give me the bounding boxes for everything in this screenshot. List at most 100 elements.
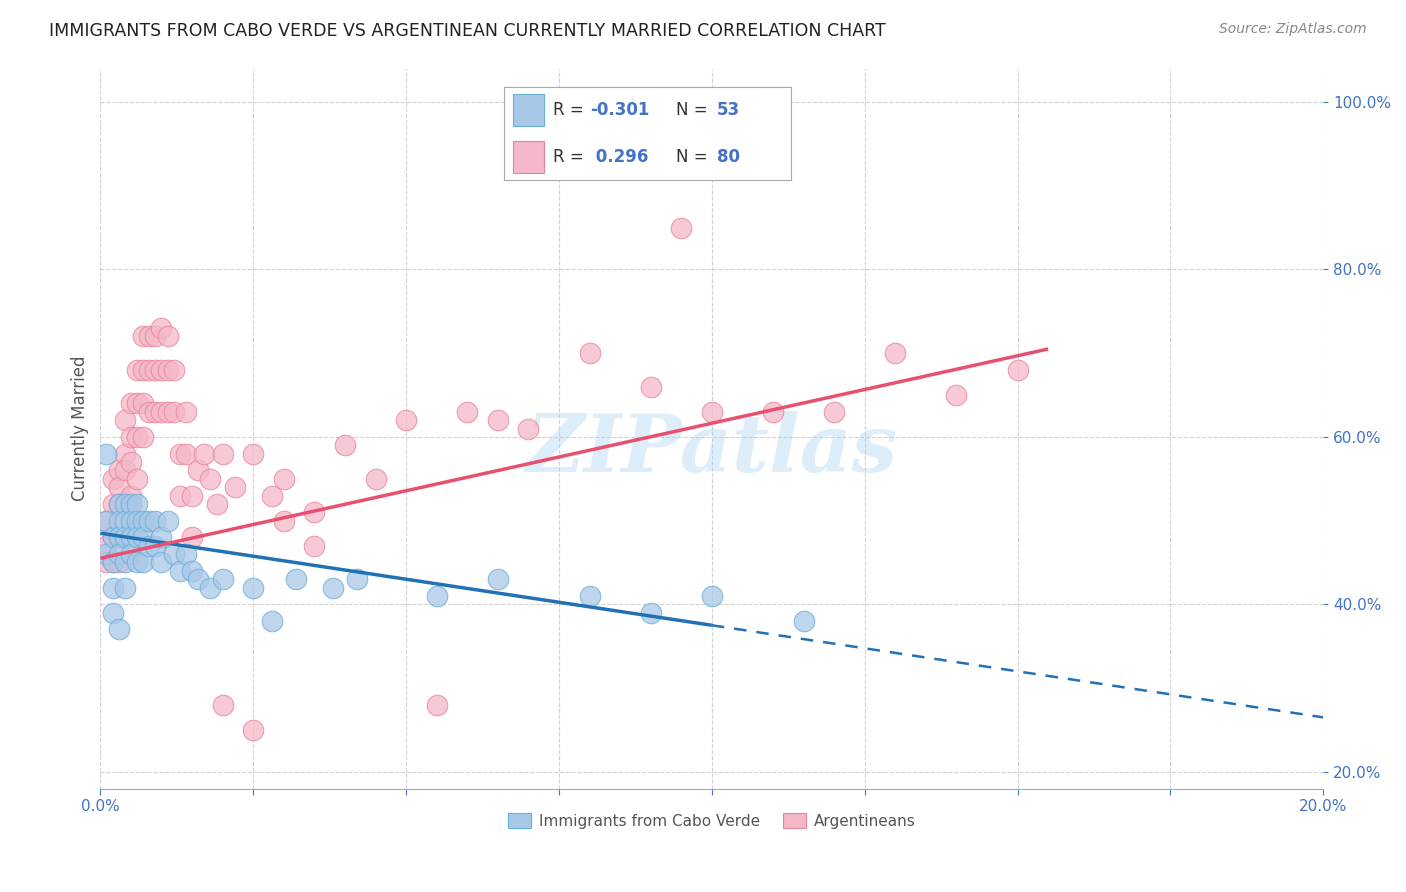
Point <box>96 547 118 561</box>
Point <box>242 447 264 461</box>
Point <box>114 463 136 477</box>
Point <box>163 405 186 419</box>
Point <box>260 614 283 628</box>
Point <box>181 564 204 578</box>
Point <box>273 472 295 486</box>
Point <box>132 556 155 570</box>
Point <box>156 405 179 419</box>
Point <box>578 589 600 603</box>
Point <box>101 472 124 486</box>
Point <box>193 447 215 461</box>
Point <box>150 556 173 570</box>
Point <box>132 363 155 377</box>
Point <box>364 472 387 486</box>
Point <box>125 530 148 544</box>
Point <box>700 405 723 419</box>
Point <box>395 413 418 427</box>
Point <box>96 556 118 570</box>
Point <box>120 430 142 444</box>
Point <box>169 447 191 461</box>
Point <box>181 488 204 502</box>
Point <box>101 497 124 511</box>
Point <box>125 556 148 570</box>
Point <box>145 329 167 343</box>
Point <box>138 539 160 553</box>
Point <box>120 530 142 544</box>
Point <box>145 405 167 419</box>
Text: IMMIGRANTS FROM CABO VERDE VS ARGENTINEAN CURRENTLY MARRIED CORRELATION CHART: IMMIGRANTS FROM CABO VERDE VS ARGENTINEA… <box>49 22 886 40</box>
Point <box>114 581 136 595</box>
Point <box>107 463 129 477</box>
Point <box>125 514 148 528</box>
Point <box>150 405 173 419</box>
Point <box>145 363 167 377</box>
Point <box>132 530 155 544</box>
Point <box>120 396 142 410</box>
Point <box>163 363 186 377</box>
Point <box>138 363 160 377</box>
Point <box>96 514 118 528</box>
Point <box>793 614 815 628</box>
Point <box>107 514 129 528</box>
Point <box>762 405 785 419</box>
Legend: Immigrants from Cabo Verde, Argentineans: Immigrants from Cabo Verde, Argentineans <box>502 806 921 835</box>
Point <box>125 472 148 486</box>
Point <box>120 455 142 469</box>
Point <box>456 405 478 419</box>
Point <box>101 606 124 620</box>
Point <box>125 363 148 377</box>
Point <box>640 379 662 393</box>
Point <box>671 220 693 235</box>
Point <box>260 488 283 502</box>
Point <box>132 430 155 444</box>
Point <box>242 723 264 737</box>
Point <box>211 572 233 586</box>
Point <box>156 363 179 377</box>
Text: ZIPatlas: ZIPatlas <box>526 411 898 489</box>
Point <box>107 556 129 570</box>
Point <box>945 388 967 402</box>
Point <box>156 329 179 343</box>
Y-axis label: Currently Married: Currently Married <box>72 356 89 501</box>
Text: Source: ZipAtlas.com: Source: ZipAtlas.com <box>1219 22 1367 37</box>
Point <box>132 396 155 410</box>
Point <box>107 530 129 544</box>
Point <box>174 405 197 419</box>
Point <box>285 572 308 586</box>
Point <box>120 522 142 536</box>
Point <box>114 413 136 427</box>
Point <box>426 698 449 712</box>
Point <box>181 530 204 544</box>
Point <box>823 405 845 419</box>
Point <box>517 421 540 435</box>
Point <box>700 589 723 603</box>
Point <box>640 606 662 620</box>
Point <box>107 480 129 494</box>
Point <box>138 514 160 528</box>
Point <box>114 497 136 511</box>
Point <box>138 329 160 343</box>
Point <box>107 623 129 637</box>
Point <box>884 346 907 360</box>
Point <box>114 514 136 528</box>
Point <box>273 514 295 528</box>
Point <box>174 447 197 461</box>
Point <box>114 447 136 461</box>
Point <box>101 530 124 544</box>
Point <box>200 581 222 595</box>
Point <box>96 447 118 461</box>
Point <box>211 447 233 461</box>
Point <box>169 564 191 578</box>
Point <box>114 556 136 570</box>
Point <box>101 530 124 544</box>
Point <box>156 514 179 528</box>
Point <box>132 329 155 343</box>
Point <box>486 572 509 586</box>
Point <box>114 497 136 511</box>
Point <box>163 547 186 561</box>
Point <box>578 346 600 360</box>
Point <box>304 539 326 553</box>
Point <box>150 530 173 544</box>
Point <box>101 556 124 570</box>
Point <box>1007 363 1029 377</box>
